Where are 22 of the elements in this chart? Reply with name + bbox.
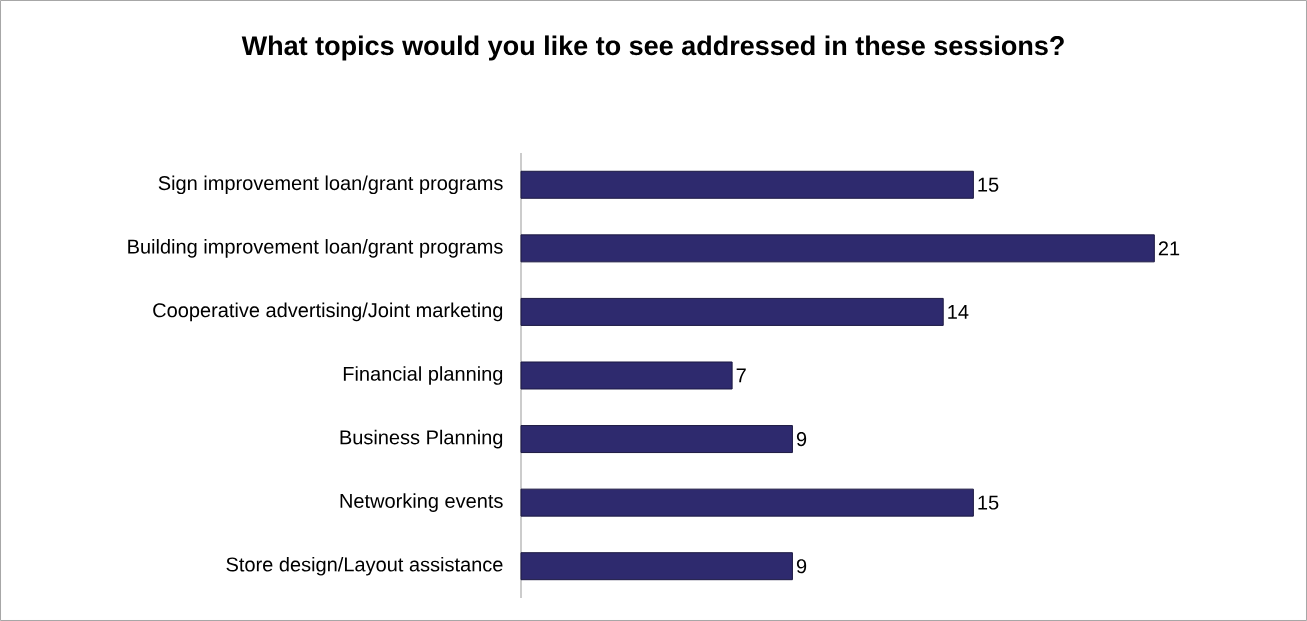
chart-title: What topics would you like to see addressed in these sessions?	[241, 35, 1064, 61]
y-tick-label: Financial planning	[343, 366, 503, 385]
bar	[520, 361, 733, 390]
data-label: 14	[948, 305, 969, 319]
y-tick-label: Business Planning	[340, 429, 503, 449]
y-tick-label: Sign improvement loan/grant programs	[158, 175, 503, 195]
data-label: 9	[796, 431, 807, 447]
bar	[520, 170, 974, 199]
data-label: 7	[736, 368, 746, 383]
y-tick-label: Networking events	[340, 493, 503, 512]
data-label: 9	[796, 559, 807, 574]
y-tick-label: Store design/Layout assistance	[226, 556, 503, 576]
bar	[520, 297, 944, 326]
data-label: 15	[978, 177, 999, 192]
bar	[520, 234, 1155, 263]
bar	[520, 425, 793, 454]
bar	[520, 488, 974, 517]
y-tick-label: Building improvement loan/grant programs	[128, 239, 503, 258]
y-tick-label: Cooperative advertising/Joint marketing	[153, 302, 503, 322]
bar	[520, 552, 793, 581]
data-label: 15	[978, 495, 999, 510]
data-label: 21	[1158, 241, 1180, 256]
